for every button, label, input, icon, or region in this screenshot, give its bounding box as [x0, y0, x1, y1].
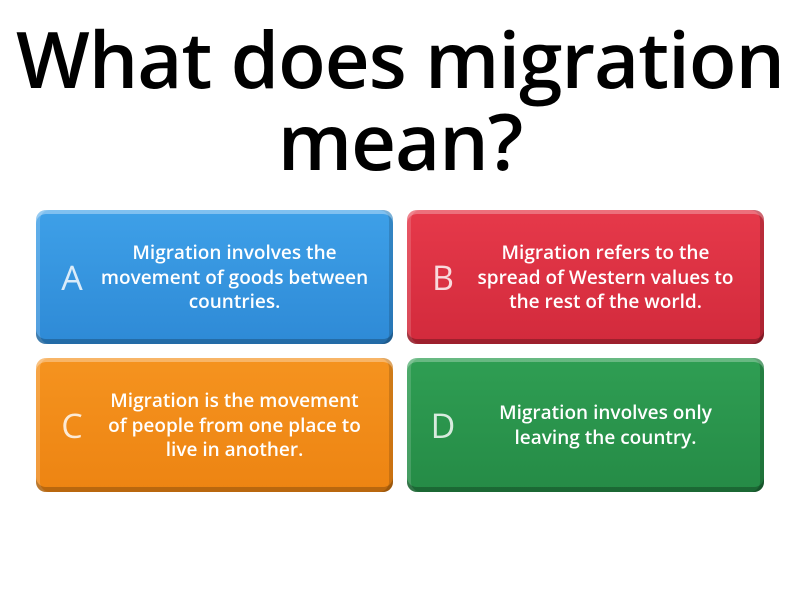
- answer-letter: D: [421, 402, 465, 448]
- answer-text: Migration is the movement of people from…: [94, 388, 375, 461]
- answer-text: Migration involves only leaving the coun…: [465, 400, 746, 449]
- answer-text: Migration involves the movement of goods…: [94, 240, 375, 313]
- answers-grid: A Migration involves the movement of goo…: [0, 182, 800, 492]
- answer-option-d[interactable]: D Migration involves only leaving the co…: [407, 358, 764, 492]
- answer-letter: A: [50, 254, 94, 300]
- answer-option-b[interactable]: B Migration refers to the spread of West…: [407, 210, 764, 344]
- answer-option-a[interactable]: A Migration involves the movement of goo…: [36, 210, 393, 344]
- answer-option-c[interactable]: C Migration is the movement of people fr…: [36, 358, 393, 492]
- answer-letter: B: [421, 254, 465, 300]
- answer-text: Migration refers to the spread of Wester…: [465, 240, 746, 313]
- answer-letter: C: [50, 402, 94, 448]
- question-text: What does migration mean?: [0, 0, 800, 182]
